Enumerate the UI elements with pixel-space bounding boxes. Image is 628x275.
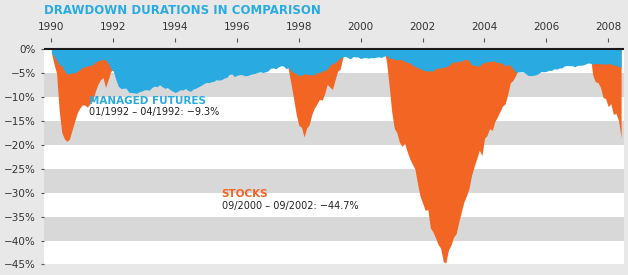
Bar [44, 169, 624, 192]
Bar [44, 49, 624, 73]
Bar [44, 192, 624, 216]
Text: 01/1992 – 04/1992: −9.3%: 01/1992 – 04/1992: −9.3% [89, 107, 219, 117]
Text: STOCKS: STOCKS [222, 189, 268, 199]
Bar [44, 97, 624, 121]
Text: DRAWDOWN DURATIONS IN COMPARISON: DRAWDOWN DURATIONS IN COMPARISON [44, 4, 320, 17]
Bar [44, 145, 624, 169]
Bar [44, 121, 624, 145]
Bar [44, 73, 624, 97]
Bar [44, 216, 624, 241]
Text: 09/2000 – 09/2002: −44.7%: 09/2000 – 09/2002: −44.7% [222, 201, 358, 211]
Text: MANAGED FUTURES: MANAGED FUTURES [89, 96, 205, 106]
Bar [44, 241, 624, 265]
